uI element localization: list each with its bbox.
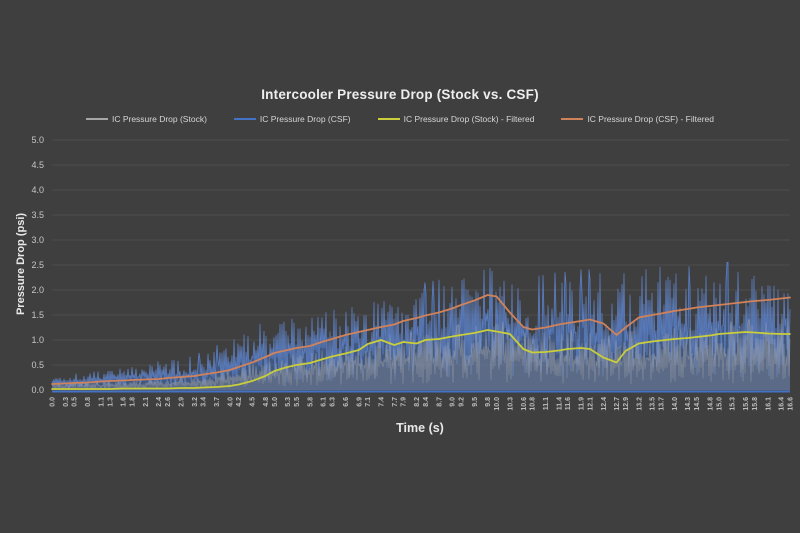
y-tick-label: 3.0 [31,235,44,245]
x-tick-label: 15.0 [716,397,723,411]
x-tick-label: 10.0 [494,397,501,411]
series-line-ic-pressure-drop-csf-filtered [51,294,791,385]
series-line-ic-pressure-drop-stock-filtered [51,329,791,390]
x-tick-label: 10.6 [521,397,528,411]
legend-label: IC Pressure Drop (Stock) - Filtered [403,114,535,124]
chart-title: Intercooler Pressure Drop (Stock vs. CSF… [261,87,539,102]
x-tick-label: 5.0 [272,397,279,407]
x-tick-label: 9.8 [485,397,492,407]
y-tick-label: 0.0 [31,385,44,395]
x-tick-label: 13.5 [650,397,657,411]
y-tick-label: 3.5 [31,210,44,220]
legend-swatch-icon [561,118,584,120]
x-tick-label: 16.1 [765,397,772,411]
x-tick-label: 12.4 [601,397,608,411]
y-tick-label: 1.0 [31,335,44,345]
x-tick-label: 4.5 [250,397,257,407]
legend-swatch-icon [85,118,108,120]
legend: IC Pressure Drop (Stock) IC Pressure Drop… [0,114,800,124]
x-tick-label: 11.9 [579,397,586,410]
x-tick-label: 11.6 [565,397,572,410]
y-axis-title: Pressure Drop (psi) [15,212,27,316]
legend-swatch-icon [377,118,400,120]
x-tick-label: 8.7 [436,397,443,407]
x-axis-title: Time (s) [396,421,444,435]
x-tick-label: 2.9 [178,397,185,407]
x-tick-label: 9.5 [472,397,479,407]
y-tick-label: 2.5 [31,260,44,270]
y-tick-label: 2.0 [31,285,44,295]
x-tick-label: 12.1 [587,397,594,411]
legend-swatch-icon [233,118,256,120]
legend-item-2: IC Pressure Drop (CSF) [233,114,351,124]
x-tick-label: 4.8 [263,397,270,407]
x-tick-label: 9.0 [450,397,457,407]
x-tick-label: 0.0 [50,397,57,407]
x-tick-label: 15.8 [752,397,759,411]
x-tick-label: 11.4 [556,397,563,410]
y-tick-label: 0.5 [31,360,44,370]
x-tick-label: 3.4 [201,397,208,407]
x-tick-label: 4.0 [227,397,234,407]
x-tick-label: 3.7 [214,397,221,407]
x-tick-label: 8.4 [423,397,430,407]
x-tick-label: 5.5 [294,397,301,407]
legend-label: IC Pressure Drop (CSF) - Filtered [587,114,715,124]
x-tick-label: 15.6 [743,397,750,411]
x-tick-label: 4.2 [236,397,243,407]
x-tick-label: 6.9 [356,397,363,407]
x-tick-label: 8.2 [414,397,421,407]
x-tick-label: 16.6 [788,397,795,411]
x-tick-label: 2.1 [143,397,150,407]
x-tick-label: 0.3 [63,397,70,407]
y-tick-label: 5.0 [31,135,44,145]
x-tick-label: 1.3 [107,397,114,407]
x-tick-label: 14.3 [685,397,692,411]
x-tick-label: 10.3 [507,397,514,411]
x-tick-label: 6.6 [343,397,350,407]
x-tick-label: 5.8 [307,397,314,407]
x-tick-label: 5.3 [285,397,292,407]
series-band-ic-pressure-drop-stock- [52,319,790,390]
x-tick-label: 14.5 [694,397,701,411]
x-tick-label: 10.8 [530,397,537,411]
x-tick-label: 12.7 [614,397,621,411]
x-tick-label: 13.2 [636,397,643,411]
x-tick-label: 12.9 [623,397,630,411]
x-tick-label: 0.8 [85,397,92,407]
x-tick-label: 16.4 [779,397,786,411]
x-tick-label: 3.2 [192,397,199,407]
x-tick-label: 6.1 [321,397,328,407]
x-tick-label: 1.6 [121,397,128,407]
x-tick-label: 7.9 [401,397,408,407]
x-tick-label: 1.8 [130,397,137,407]
x-tick-label: 11.1 [543,397,550,410]
y-tick-label: 4.0 [31,185,44,195]
x-tick-label: 2.4 [156,397,163,407]
x-tick-label: 7.4 [378,397,385,407]
x-tick-label: 9.2 [459,397,466,407]
legend-label: IC Pressure Drop (CSF) [259,114,351,124]
x-tick-label: 1.1 [98,397,105,407]
x-tick-label: 0.5 [72,397,79,407]
legend-item-1: IC Pressure Drop (Stock) [85,114,207,124]
x-tick-label: 7.1 [365,397,372,407]
x-tick-label: 7.7 [392,397,399,407]
x-tick-label: 14.8 [707,397,714,411]
x-tick-label: 13.7 [659,397,666,411]
legend-label: IC Pressure Drop (Stock) [111,114,207,124]
y-tick-label: 1.5 [31,310,44,320]
legend-item-4: IC Pressure Drop (CSF) - Filtered [561,114,714,124]
x-tick-label: 2.6 [165,397,172,407]
x-tick-label: 6.3 [330,397,337,407]
y-tick-label: 4.5 [31,160,44,170]
x-tick-label: 15.3 [730,397,737,411]
x-tick-label: 14.0 [672,397,679,411]
legend-item-3: IC Pressure Drop (Stock) - Filtered [377,114,535,124]
